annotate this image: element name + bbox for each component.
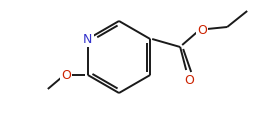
Text: N: N (83, 33, 93, 46)
Text: O: O (184, 74, 194, 87)
Text: O: O (61, 69, 71, 82)
Text: O: O (197, 23, 207, 36)
